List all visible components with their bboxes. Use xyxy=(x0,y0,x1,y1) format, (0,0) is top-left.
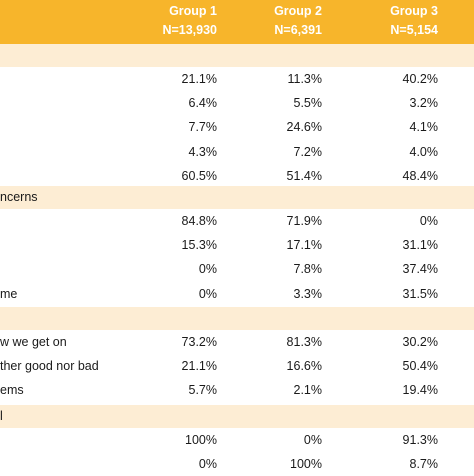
column-n: N=6,391 xyxy=(274,23,322,37)
cell-value-group-3: 30.2% xyxy=(402,335,438,349)
section-label: ncerns xyxy=(0,190,38,204)
cell-value-group-1: 73.2% xyxy=(181,335,217,349)
cell-value-group-3: 4.1% xyxy=(409,120,439,135)
column-name: Group 2 xyxy=(274,4,322,18)
cell-value-group-2: 16.6% xyxy=(286,359,322,374)
cell-value-group-2: 24.6% xyxy=(286,120,322,135)
cell-value-group-3: 37.4% xyxy=(402,262,438,277)
section-header: ncerns xyxy=(0,186,474,209)
section-header: l xyxy=(0,405,474,428)
row-label: ems xyxy=(0,383,24,398)
cell-value-group-2: 7.8% xyxy=(293,262,323,277)
column-name: Group 3 xyxy=(390,4,438,18)
cell-value-group-2: 3.3% xyxy=(293,286,323,301)
table-row: 15.3% 17.1% 31.1% xyxy=(0,233,474,257)
table-row: ther good nor bad 21.1% 16.6% 50.4% xyxy=(0,354,474,378)
table-row: 100% 0% 91.3% xyxy=(0,428,474,452)
cell-value-group-3: 48.4% xyxy=(402,168,438,183)
cell-value-group-2: 0% xyxy=(303,433,322,447)
section-header xyxy=(0,307,474,330)
cell-value-group-2: 17.1% xyxy=(286,238,322,253)
cell-value-group-2: 11.3% xyxy=(287,72,322,86)
column-n: N=5,154 xyxy=(390,23,438,37)
table-row: 7.7% 24.6% 4.1% xyxy=(0,115,474,139)
column-n: N=13,930 xyxy=(162,23,217,37)
table-row: me 0% 3.3% 31.5% xyxy=(0,282,474,306)
column-header-group-1: Group 1 N=13,930 xyxy=(97,0,217,44)
cell-value-group-1: 84.8% xyxy=(181,214,217,228)
table-row: 84.8% 71.9% 0% xyxy=(0,209,474,233)
cell-value-group-3: 31.5% xyxy=(402,286,438,301)
cell-value-group-1: 0% xyxy=(198,286,217,301)
cell-value-group-3: 8.7% xyxy=(409,457,439,472)
cell-value-group-1: 15.3% xyxy=(181,238,217,253)
cell-value-group-1: 6.4% xyxy=(188,96,218,111)
cell-value-group-2: 2.1% xyxy=(293,383,323,398)
row-label: me xyxy=(0,286,18,301)
cell-value-group-1: 100% xyxy=(185,433,217,447)
cell-value-group-1: 21.1% xyxy=(181,359,217,374)
cell-value-group-3: 40.2% xyxy=(402,72,438,86)
table-header: Group 1 N=13,930 Group 2 N=6,391 Group 3… xyxy=(0,0,474,44)
cell-value-group-2: 7.2% xyxy=(293,144,323,159)
cell-value-group-2: 51.4% xyxy=(286,168,322,183)
row-label: ther good nor bad xyxy=(0,359,99,374)
cell-value-group-2: 71.9% xyxy=(286,214,322,228)
table-row: 60.5% 51.4% 48.4% xyxy=(0,164,474,188)
cell-value-group-3: 0% xyxy=(419,214,438,228)
cell-value-group-1: 60.5% xyxy=(181,168,217,183)
row-label: w we get on xyxy=(0,335,67,349)
section-header xyxy=(0,44,474,67)
section-label: l xyxy=(0,409,3,423)
table-row: 0% 100% 8.7% xyxy=(0,452,474,476)
cell-value-group-3: 19.4% xyxy=(402,383,438,398)
table-row: 6.4% 5.5% 3.2% xyxy=(0,91,474,115)
table-row: w we get on 73.2% 81.3% 30.2% xyxy=(0,330,474,354)
cell-value-group-3: 4.0% xyxy=(409,144,439,159)
column-header-group-2: Group 2 N=6,391 xyxy=(202,0,322,44)
cell-value-group-3: 31.1% xyxy=(402,238,438,253)
cell-value-group-3: 91.3% xyxy=(402,433,438,447)
table-row: 0% 7.8% 37.4% xyxy=(0,257,474,281)
table-row: 21.1% 11.3% 40.2% xyxy=(0,67,474,91)
column-name: Group 1 xyxy=(169,4,217,18)
cell-value-group-2: 100% xyxy=(290,457,322,472)
cell-value-group-1: 0% xyxy=(198,262,217,277)
table-row: 4.3% 7.2% 4.0% xyxy=(0,140,474,164)
cell-value-group-1: 0% xyxy=(198,457,217,472)
cell-value-group-2: 81.3% xyxy=(286,335,322,349)
cell-value-group-1: 7.7% xyxy=(188,120,218,135)
cell-value-group-3: 50.4% xyxy=(402,359,438,374)
cell-value-group-1: 21.1% xyxy=(181,72,217,86)
cell-value-group-2: 5.5% xyxy=(293,96,323,111)
column-header-group-3: Group 3 N=5,154 xyxy=(318,0,438,44)
cell-value-group-1: 4.3% xyxy=(188,144,218,159)
cell-value-group-1: 5.7% xyxy=(188,383,218,398)
cell-value-group-3: 3.2% xyxy=(409,96,439,111)
table-row: ems 5.7% 2.1% 19.4% xyxy=(0,378,474,402)
